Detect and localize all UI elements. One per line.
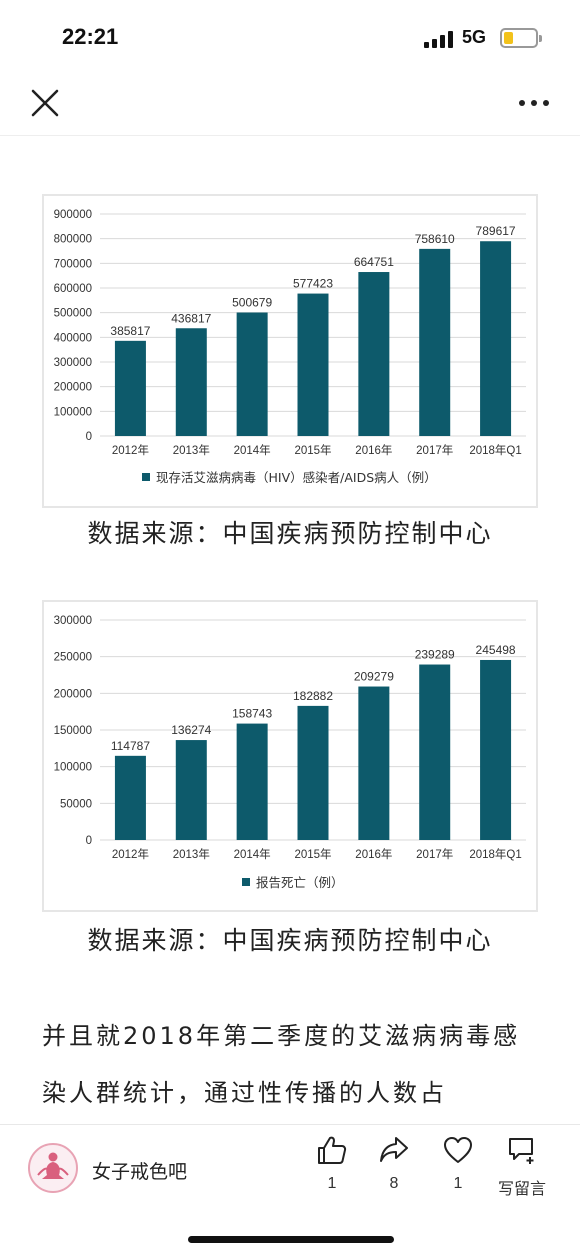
data-label: 158743: [232, 707, 272, 721]
bar: [236, 723, 268, 840]
like-count: 1: [327, 1175, 337, 1192]
heart-icon: [444, 1137, 472, 1163]
data-label: 209279: [354, 670, 394, 684]
y-tick-label: 400000: [54, 332, 92, 344]
data-label: 385817: [110, 324, 150, 338]
bar-chart-living-cases: 0 100000 200000 300000 400000 500000 600000 700…: [54, 209, 526, 485]
chart-living-cases: 0 100000 200000 300000 400000 500000 600000 700…: [42, 194, 538, 508]
network-label: 5G: [462, 27, 487, 47]
status-time: 22:21: [62, 24, 119, 49]
legend-label: 现存活艾滋病病毒（HIV）感染者/AIDS病人（例）: [156, 470, 437, 485]
y-tick-label: 100000: [54, 762, 92, 774]
legend-label: 报告死亡（例）: [256, 875, 344, 890]
data-label: 114787: [111, 739, 150, 753]
y-tick-label: 600000: [54, 283, 92, 295]
bar: [480, 241, 512, 436]
article-paragraph-line: 并且就2018年第二季度的艾滋病病毒感: [42, 1022, 521, 1050]
x-tick-label: 2015年: [294, 847, 331, 861]
bar: [480, 659, 512, 840]
data-label: 436817: [171, 311, 211, 325]
y-tick-label: 800000: [54, 234, 92, 246]
favorite-button[interactable]: 1: [428, 1135, 488, 1193]
bar: [419, 664, 451, 840]
data-label: 577423: [293, 277, 333, 291]
data-label: 136274: [171, 723, 211, 737]
x-tick-label: 2013年: [173, 847, 210, 861]
y-tick-label: 250000: [54, 652, 92, 664]
y-tick-label: 200000: [54, 688, 92, 700]
data-label: 500679: [232, 295, 272, 309]
home-indicator[interactable]: [188, 1236, 394, 1243]
article-paragraph-line: 染人群统计，通过性传播的人数占: [42, 1079, 447, 1107]
close-button[interactable]: [28, 86, 62, 120]
x-tick-label: 2014年: [234, 443, 271, 457]
data-label: 245498: [476, 643, 516, 657]
chart-source-caption: 数据来源：中国疾病预防控制中心: [87, 519, 493, 548]
bar: [419, 248, 451, 436]
y-tick-label: 150000: [54, 725, 92, 737]
x-tick-label: 2014年: [234, 847, 271, 861]
y-tick-label: 100000: [54, 406, 92, 418]
x-tick-label: 2016年: [355, 443, 392, 457]
y-tick-label: 0: [86, 835, 92, 847]
x-tick-label: 2018年Q1: [469, 443, 521, 457]
y-tick-label: 300000: [54, 615, 92, 627]
share-count: 8: [389, 1175, 399, 1192]
bar: [297, 293, 329, 436]
bar: [175, 328, 207, 436]
more-icon: [519, 100, 549, 106]
x-tick-label: 2012年: [112, 443, 149, 457]
bar: [114, 755, 146, 840]
more-button[interactable]: [516, 90, 552, 116]
bar: [358, 272, 390, 436]
share-arrow-icon: [380, 1137, 408, 1162]
y-tick-label: 50000: [60, 798, 92, 810]
data-label: 239289: [415, 648, 455, 662]
y-tick-label: 500000: [54, 308, 92, 320]
data-label: 182882: [293, 689, 333, 703]
legend-swatch: [242, 878, 250, 886]
signal-icon: [424, 31, 454, 48]
author-name[interactable]: 女子戒色吧: [92, 1161, 188, 1183]
data-label: 758610: [415, 232, 455, 246]
close-icon: [31, 89, 59, 117]
chart-source-caption: 数据来源：中国疾病预防控制中心: [87, 926, 493, 955]
bar: [358, 686, 390, 840]
y-tick-label: 0: [86, 431, 92, 443]
status-bar: 22:21 5G: [0, 0, 580, 76]
author-avatar[interactable]: [28, 1143, 78, 1193]
bar: [236, 312, 268, 436]
favorite-count: 1: [453, 1175, 463, 1192]
x-tick-label: 2015年: [294, 443, 331, 457]
x-tick-label: 2016年: [355, 847, 392, 861]
nav-bar: [0, 76, 580, 136]
chart-deaths: 0 50000 100000 150000 200000 250000 300000 1147…: [42, 600, 538, 912]
x-tick-label: 2012年: [112, 847, 149, 861]
thumbs-up-icon: [318, 1136, 347, 1164]
share-button[interactable]: 8: [364, 1135, 424, 1193]
x-tick-label: 2017年: [416, 847, 453, 861]
comment-add-icon: [509, 1138, 534, 1164]
x-tick-label: 2018年Q1: [469, 847, 521, 861]
bottom-action-bar: 女子戒色吧 1 8 1 写留言: [0, 1124, 580, 1255]
x-tick-label: 2017年: [416, 443, 453, 457]
data-label: 789617: [476, 224, 516, 238]
bar: [114, 340, 146, 436]
bar: [297, 705, 329, 840]
y-tick-label: 200000: [54, 382, 92, 394]
battery-icon: [500, 28, 542, 48]
bar-chart-deaths: 0 50000 100000 150000 200000 250000 300000 1147…: [54, 615, 526, 890]
comment-button[interactable]: 写留言: [492, 1135, 552, 1199]
y-tick-label: 300000: [54, 357, 92, 369]
data-label: 664751: [354, 255, 394, 269]
meditation-icon: [37, 1152, 69, 1179]
x-tick-label: 2013年: [173, 443, 210, 457]
like-button[interactable]: 1: [302, 1135, 362, 1193]
y-tick-label: 900000: [54, 209, 92, 221]
bar: [175, 740, 207, 840]
y-tick-label: 700000: [54, 258, 92, 270]
legend-swatch: [142, 473, 150, 481]
comment-label: 写留言: [497, 1181, 546, 1198]
